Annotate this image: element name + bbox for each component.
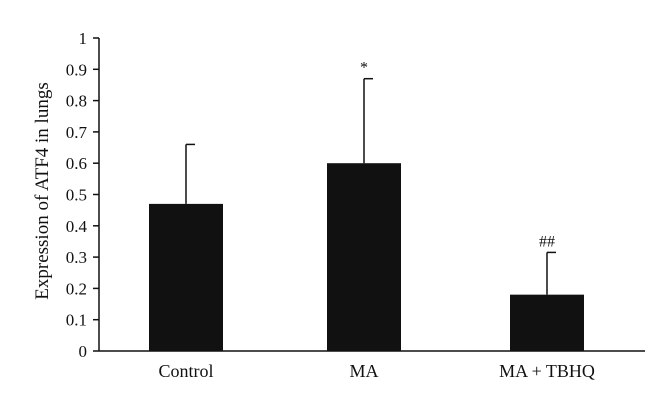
- y-ticks: 0 0.1 0.2 0.3 0.4 0.5 0.6 0.7 0.8 0.9 1: [66, 29, 99, 361]
- bar-2: [327, 163, 401, 351]
- y-tick-label: 0.6: [66, 154, 87, 173]
- x-tick-label: MA: [349, 361, 378, 381]
- y-tick-label: 0.9: [66, 60, 87, 79]
- y-tick-label: 0.3: [66, 248, 87, 267]
- bar-3: [510, 294, 584, 351]
- x-tick-label: MA + TBHQ: [499, 361, 595, 381]
- y-tick-label: 1: [79, 29, 88, 48]
- y-tick-label: 0.7: [66, 123, 88, 142]
- significance-mark-3: ##: [539, 233, 555, 250]
- x-tick-labels: Control MA MA + TBHQ: [158, 361, 594, 381]
- y-tick-label: 0.5: [66, 186, 87, 205]
- x-tick-label: Control: [158, 361, 213, 381]
- bar-1: [149, 203, 223, 351]
- y-axis-label: Expression of ATF4 in lungs: [32, 82, 53, 299]
- y-tick-label: 0.8: [66, 92, 87, 111]
- significance-mark-2: *: [360, 60, 368, 77]
- significance-annotations: * ##: [360, 60, 555, 251]
- y-tick-label: 0.2: [66, 279, 87, 298]
- error-bars: [185, 77, 556, 295]
- bars: [149, 163, 584, 351]
- y-tick-label: 0.4: [66, 217, 88, 236]
- y-tick-label: 0.1: [66, 311, 87, 330]
- y-tick-label: 0: [79, 342, 88, 361]
